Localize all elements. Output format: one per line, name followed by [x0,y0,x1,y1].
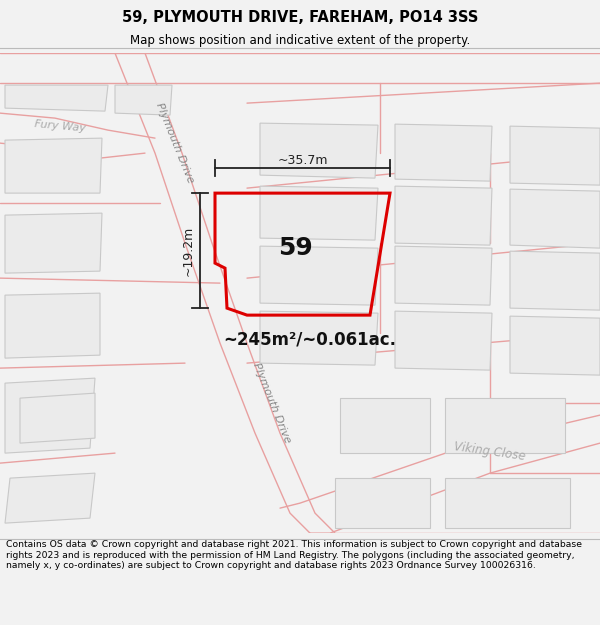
Polygon shape [510,126,600,185]
Polygon shape [5,138,102,193]
Polygon shape [510,251,600,310]
Polygon shape [5,378,95,453]
Text: 59: 59 [278,236,313,260]
Text: Plymouth Drive: Plymouth Drive [251,361,293,445]
Polygon shape [115,85,172,115]
Polygon shape [395,246,492,305]
Polygon shape [20,393,95,443]
Polygon shape [395,311,492,370]
Polygon shape [445,398,565,453]
Polygon shape [510,316,600,375]
Text: Map shows position and indicative extent of the property.: Map shows position and indicative extent… [130,34,470,48]
Text: ~35.7m: ~35.7m [277,154,328,167]
Text: Fury Way: Fury Way [34,119,86,133]
Polygon shape [5,85,108,111]
Polygon shape [5,213,102,273]
Polygon shape [510,189,600,248]
Text: Plymouth Drive: Plymouth Drive [154,101,196,185]
Text: ~19.2m: ~19.2m [182,226,195,276]
Text: Viking Close: Viking Close [454,439,527,462]
Polygon shape [335,478,430,528]
Text: ~245m²/~0.061ac.: ~245m²/~0.061ac. [223,330,397,348]
Polygon shape [445,478,570,528]
Polygon shape [260,123,378,178]
Polygon shape [260,246,378,305]
Polygon shape [395,186,492,245]
Polygon shape [260,186,378,240]
Polygon shape [340,398,430,453]
Polygon shape [5,293,100,358]
Text: Contains OS data © Crown copyright and database right 2021. This information is : Contains OS data © Crown copyright and d… [6,541,582,570]
Polygon shape [395,124,492,181]
Polygon shape [5,473,95,523]
Polygon shape [260,311,378,365]
Text: 59, PLYMOUTH DRIVE, FAREHAM, PO14 3SS: 59, PLYMOUTH DRIVE, FAREHAM, PO14 3SS [122,11,478,26]
